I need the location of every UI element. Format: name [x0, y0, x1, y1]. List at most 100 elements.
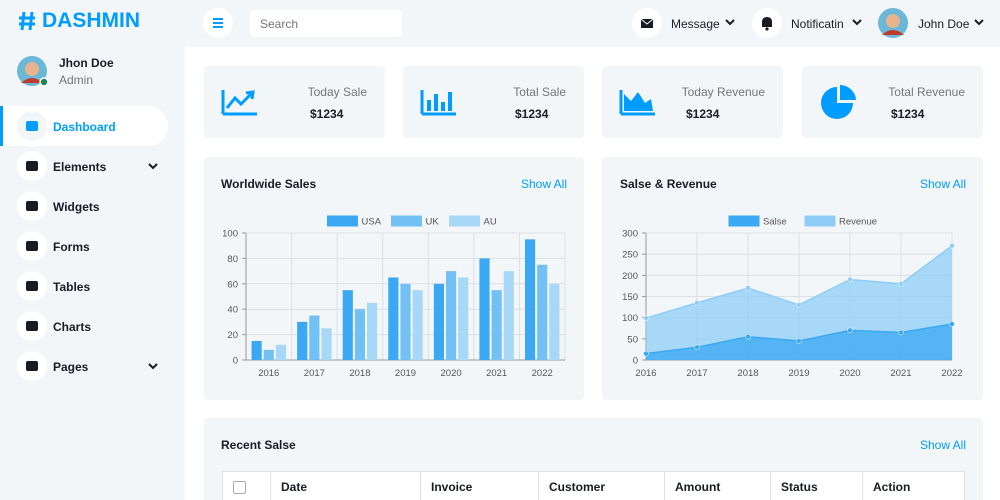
- y-tick-label: 0: [233, 356, 238, 367]
- x-tick-label: 2016: [635, 368, 656, 379]
- bar: [458, 277, 469, 360]
- y-tick-label: 20: [227, 330, 238, 341]
- icon-glyph: [26, 361, 38, 371]
- chart-title: Worldwide Sales: [221, 177, 317, 191]
- y-tick-label: 60: [227, 279, 238, 290]
- header-cell: Invoice: [421, 472, 539, 500]
- bar: [297, 321, 308, 360]
- nav-item[interactable]: Elements: [0, 146, 168, 186]
- nav-label: Tables: [53, 280, 91, 294]
- bar: [275, 344, 287, 360]
- point: [745, 333, 751, 340]
- stat-label: Today Revenue: [681, 85, 765, 99]
- user-name: Jhon Doe: [59, 56, 114, 70]
- y-tick-label: 150: [622, 292, 638, 303]
- nav-label: Pages: [53, 360, 89, 374]
- chart-card: 0 20 40 60 80 100 2016 2017 2018 2019 2020 2021 2022…: [204, 157, 584, 400]
- bar: [445, 271, 457, 360]
- nav-item[interactable]: Dashboard: [0, 106, 168, 146]
- legend-swatch: [449, 215, 480, 227]
- stat-label: Today Sale: [307, 85, 367, 99]
- dropdown-caret: [974, 19, 984, 26]
- point: [796, 338, 802, 344]
- legend-swatch: [804, 215, 836, 227]
- point: [949, 321, 955, 327]
- nav-icon: [17, 271, 47, 301]
- icon-glyph: [26, 161, 38, 171]
- caret: [148, 363, 158, 370]
- search-placeholder: Search: [260, 17, 299, 31]
- stat-icon: [221, 90, 257, 116]
- bar: [491, 290, 502, 360]
- legend-label: AU: [484, 217, 497, 228]
- top-user-name[interactable]: John Doe: [918, 17, 970, 31]
- bar: [400, 283, 411, 360]
- brand[interactable]: DASHMIN: [18, 9, 140, 33]
- checkbox[interactable]: [233, 481, 246, 494]
- legend-label: Revenue: [839, 217, 877, 228]
- nav-icon: [17, 311, 47, 341]
- bar: [537, 264, 548, 360]
- nav-label: Dashboard: [53, 120, 116, 134]
- dropdown-caret: [852, 19, 862, 26]
- y-tick-label: 300: [622, 229, 638, 240]
- bar: [388, 277, 399, 360]
- legend-swatch: [327, 215, 358, 227]
- nav-item[interactable]: Forms: [0, 226, 168, 266]
- stat-value: $1234: [686, 107, 720, 121]
- x-tick-label: 2020: [839, 368, 860, 379]
- point: [796, 302, 802, 308]
- nav-label: Charts: [53, 320, 92, 334]
- nav-item[interactable]: Charts: [0, 306, 168, 346]
- header-cell: Action: [873, 480, 911, 494]
- point: [898, 329, 904, 336]
- caret: [148, 163, 158, 170]
- header-cell: Amount: [665, 472, 771, 500]
- legend-swatch: [728, 215, 760, 227]
- bar: [321, 328, 332, 360]
- dropdown-caret: [148, 363, 158, 370]
- nav-item[interactable]: Pages: [0, 346, 168, 386]
- message-label[interactable]: Message: [671, 17, 720, 31]
- icon-glyph: [26, 121, 38, 131]
- dropdown-caret: [725, 19, 735, 26]
- y-tick-label: 80: [227, 254, 238, 265]
- nav-item[interactable]: Tables: [0, 266, 168, 306]
- show-all-link[interactable]: Show All: [919, 177, 966, 191]
- x-tick-label: 2020: [441, 368, 462, 379]
- x-tick-label: 2021: [890, 368, 911, 379]
- point: [643, 315, 649, 321]
- notification-icon[interactable]: [752, 8, 784, 40]
- bar: [367, 302, 378, 360]
- stat-card: Total Sale $1234: [403, 66, 584, 138]
- nav-label: Forms: [53, 240, 90, 254]
- stat-value: $1234: [891, 107, 925, 121]
- chart: 0 50 100 150 200 250 300 2016 2017 2018 2019 2020 20…: [622, 215, 963, 379]
- point: [949, 242, 955, 249]
- brand-icon: [19, 11, 35, 31]
- bar: [412, 290, 423, 360]
- message-icon[interactable]: [632, 8, 664, 40]
- point: [847, 327, 853, 334]
- stat-card: Today Revenue $1234: [602, 66, 783, 138]
- stat-label: Total Revenue: [888, 85, 965, 99]
- nav-label: Elements: [53, 160, 107, 174]
- notification-label[interactable]: Notificatin: [791, 17, 844, 31]
- stat-icon: [619, 90, 655, 116]
- menu-toggle[interactable]: [203, 8, 235, 40]
- nav-item[interactable]: Widgets: [0, 186, 168, 226]
- icon-glyph: [26, 321, 38, 331]
- nav-icon: [17, 231, 47, 261]
- bar: [354, 309, 366, 360]
- show-all-link[interactable]: Show All: [919, 438, 966, 452]
- stat-icon: [821, 84, 856, 119]
- y-tick-label: 100: [222, 229, 238, 240]
- user-avatar: [17, 56, 49, 87]
- table-card: Recent Salse Show All Date Invoice Custome…: [204, 418, 983, 500]
- search-input[interactable]: Search: [250, 10, 402, 37]
- show-all-link[interactable]: Show All: [520, 177, 567, 191]
- icon-glyph: [26, 241, 38, 251]
- header-cell: [223, 472, 271, 500]
- top-avatar[interactable]: [878, 8, 910, 40]
- header-cell: Date: [271, 472, 421, 500]
